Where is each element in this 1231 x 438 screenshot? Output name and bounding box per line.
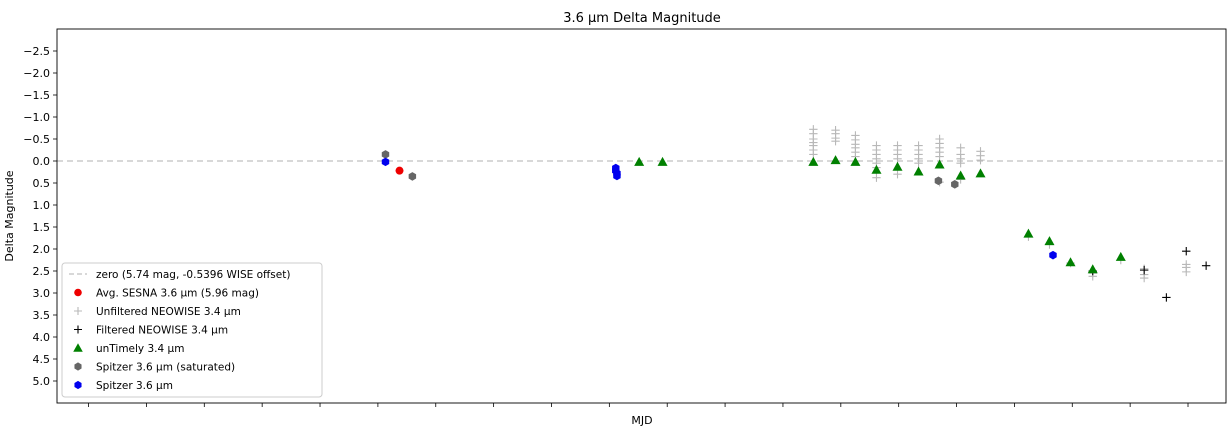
data-point bbox=[1139, 265, 1149, 275]
data-point bbox=[892, 161, 903, 171]
data-point bbox=[1023, 228, 1034, 238]
legend-box bbox=[61, 262, 323, 398]
data-point bbox=[634, 156, 645, 166]
legend-label: Spitzer 3.6 μm bbox=[96, 380, 173, 392]
data-point bbox=[976, 155, 985, 165]
y-tick-label: 0.5 bbox=[33, 177, 51, 190]
legend-label: Spitzer 3.6 μm (saturated) bbox=[96, 362, 235, 374]
y-tick-label: 1.5 bbox=[33, 221, 51, 234]
series-0 bbox=[395, 166, 404, 175]
y-tick-label: 2.5 bbox=[33, 265, 51, 278]
legend-marker bbox=[74, 325, 82, 334]
data-point bbox=[381, 150, 390, 159]
series-4 bbox=[381, 150, 959, 189]
y-tick-label: 1.0 bbox=[33, 199, 51, 212]
data-point bbox=[1065, 257, 1076, 267]
data-point bbox=[613, 171, 621, 181]
x-axis-ticks bbox=[88, 403, 1189, 407]
y-tick-label: −1.5 bbox=[23, 89, 50, 102]
data-point bbox=[955, 170, 966, 180]
data-point bbox=[934, 176, 943, 186]
legend-label: Unfiltered NEOWISE 3.4 μm bbox=[96, 306, 241, 318]
data-point bbox=[975, 168, 986, 178]
y-tick-label: 3.0 bbox=[33, 287, 51, 300]
y-tick-label: 3.5 bbox=[33, 309, 51, 322]
legend-marker bbox=[74, 380, 82, 390]
data-point bbox=[914, 159, 923, 168]
data-point bbox=[871, 164, 882, 174]
y-tick-label: −2.5 bbox=[23, 45, 50, 58]
data-point bbox=[956, 159, 965, 168]
plot-frame bbox=[56, 28, 1227, 404]
y-axis: −2.5 −2.0 −1.5 −1.0 −0.5 0.0 0.5 1.0 1.5 2.0 2.5 3.… bbox=[23, 45, 57, 388]
data-point bbox=[934, 159, 945, 169]
legend-label: Avg. SESNA 3.6 μm (5.96 mag) bbox=[96, 288, 259, 300]
legend-marker bbox=[73, 343, 83, 352]
data-point bbox=[1049, 250, 1057, 260]
legend-marker bbox=[74, 362, 82, 371]
data-point bbox=[850, 156, 861, 166]
data-point bbox=[935, 152, 944, 161]
series-3 bbox=[634, 155, 1126, 274]
legend-marker bbox=[74, 307, 82, 315]
data-point bbox=[872, 173, 881, 182]
legend-label: zero (5.74 mag, -0.5396 WISE offset) bbox=[96, 269, 290, 281]
data-point bbox=[831, 137, 840, 146]
legend-marker bbox=[74, 288, 82, 297]
chart-title: 3.6 μm Delta Magnitude bbox=[563, 11, 721, 26]
data-point bbox=[1162, 293, 1171, 302]
series-5 bbox=[381, 157, 1057, 260]
data-point bbox=[893, 170, 902, 179]
legend-label: Filtered NEOWISE 3.4 μm bbox=[96, 325, 228, 337]
y-tick-label: 2.0 bbox=[33, 243, 51, 256]
data-point bbox=[1139, 273, 1149, 283]
legend-label: unTimely 3.4 μm bbox=[96, 343, 184, 355]
y-tick-label: −0.5 bbox=[23, 133, 50, 146]
data-point bbox=[913, 166, 924, 176]
data-points bbox=[381, 125, 1211, 302]
data-point bbox=[1044, 236, 1055, 246]
data-point bbox=[381, 157, 390, 167]
x-axis-label: MJD bbox=[631, 414, 652, 427]
data-point bbox=[1182, 247, 1191, 256]
y-tick-label: −2.0 bbox=[23, 67, 50, 80]
y-tick-label: −1.0 bbox=[23, 111, 50, 124]
data-point bbox=[1087, 264, 1098, 274]
data-point bbox=[808, 156, 819, 166]
y-tick-label: 4.0 bbox=[33, 331, 51, 344]
y-axis-label: Delta Magnitude bbox=[3, 170, 16, 261]
chart-title-text: 3.6 μm Delta Magnitude bbox=[563, 11, 721, 26]
legend: zero (5.74 mag, -0.5396 WISE offset) Avg.… bbox=[61, 262, 323, 398]
y-tick-label: 4.5 bbox=[33, 353, 51, 366]
data-point bbox=[1201, 261, 1211, 270]
data-point bbox=[1115, 251, 1126, 261]
data-point bbox=[893, 154, 902, 163]
data-point bbox=[830, 155, 841, 165]
y-tick-label: 5.0 bbox=[33, 375, 51, 388]
data-point bbox=[408, 172, 417, 181]
data-point bbox=[395, 166, 404, 175]
data-point bbox=[657, 156, 668, 166]
y-tick-label: 0.0 bbox=[33, 155, 51, 168]
data-point bbox=[1182, 267, 1191, 277]
data-point bbox=[951, 180, 959, 189]
